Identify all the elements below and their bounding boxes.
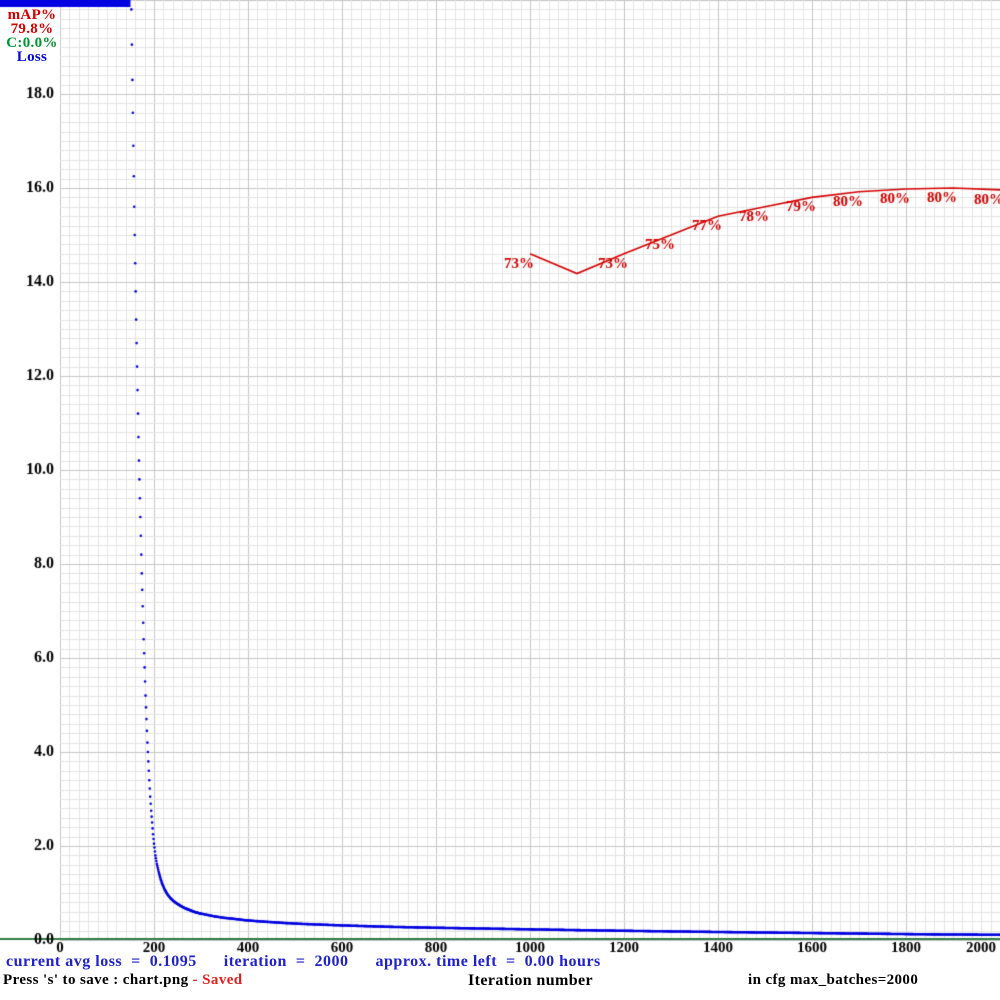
training-status-line: current avg loss = 0.1095 iteration = 20… [6, 953, 601, 970]
footer-row: Press 's' to save : chart.png - Saved It… [0, 972, 1000, 992]
cfg-max-batches-note: in cfg max_batches=2000 [748, 972, 919, 988]
save-hint-text: Press 's' to save : chart.png [3, 972, 193, 988]
legend-contrastive-value: C:0.0% [6, 35, 58, 51]
chart-legend: mAP% 79.8% C:0.0% Loss [2, 7, 62, 65]
legend-map-label: mAP% [7, 7, 57, 23]
legend-loss-label: Loss [16, 49, 48, 65]
legend-map-value: 79.8% [10, 21, 54, 37]
saved-indicator: - Saved [192, 972, 243, 988]
save-hint-row: Press 's' to save : chart.png - Saved [3, 972, 243, 989]
x-axis-title: Iteration number [468, 972, 594, 989]
